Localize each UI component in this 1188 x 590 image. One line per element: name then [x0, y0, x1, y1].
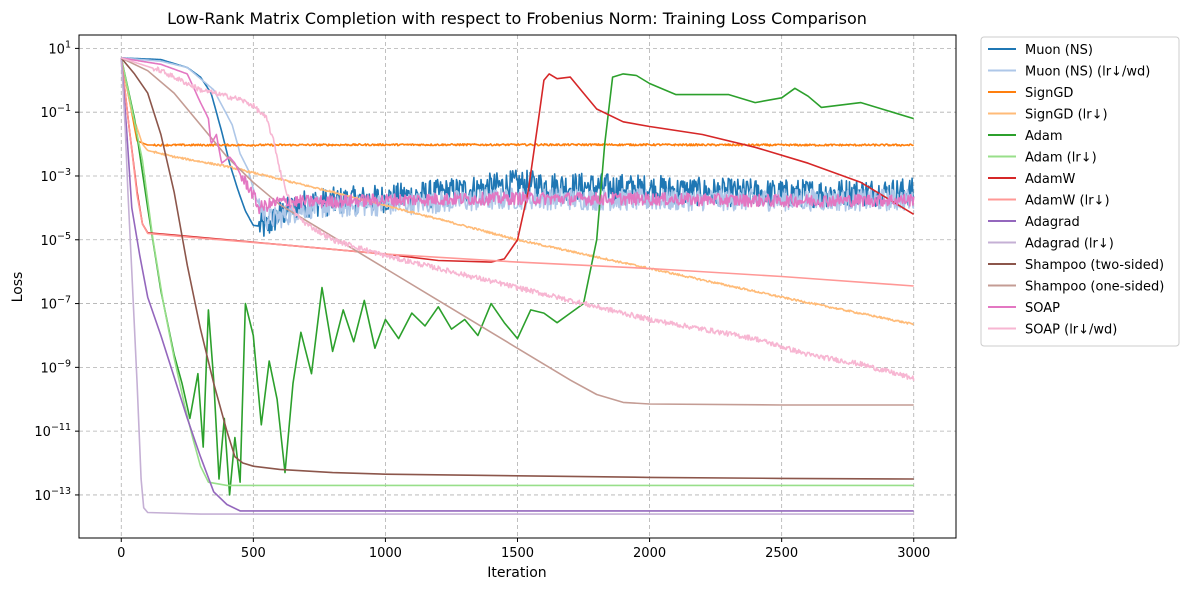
y-tick-label: 10−9 [40, 358, 71, 376]
legend-label: Muon (NS) (lr↓/wd) [1025, 65, 1150, 80]
legend-label: Adam (lr↓) [1025, 151, 1097, 166]
legend-label: AdamW [1025, 172, 1076, 187]
series-line [120, 57, 914, 480]
x-tick-label: 2000 [633, 546, 666, 561]
y-axis-label: Loss [10, 272, 26, 303]
y-tick-label: 101 [48, 39, 71, 57]
series-line [121, 57, 915, 215]
y-tick-label: 10−7 [40, 295, 71, 313]
legend-label: Muon (NS) [1025, 43, 1093, 58]
y-tick-label: 10−3 [40, 167, 71, 185]
y-tick-label: 10−13 [34, 486, 71, 504]
series-line [120, 57, 914, 287]
series-line [120, 57, 914, 487]
x-axis-label: Iteration [487, 565, 546, 581]
series-line [120, 57, 914, 147]
x-tick-label: 3000 [897, 546, 930, 561]
legend: Muon (NS) Muon (NS) (lr↓/wd) SignGD SignGD … [980, 36, 1180, 347]
ticks: 0 500 1000 1500 2000 2500 3000 101 10−1 10−3 10−5 1… [34, 39, 930, 561]
series-layer [120, 57, 915, 515]
series-line [121, 57, 915, 381]
series-line [120, 57, 914, 496]
legend-label: SOAP [1025, 301, 1060, 316]
legend-box [980, 36, 1180, 347]
x-tick-label: 500 [241, 546, 266, 561]
x-tick-label: 1000 [369, 546, 402, 561]
x-tick-label: 2500 [765, 546, 798, 561]
legend-label: Adam [1025, 129, 1063, 144]
y-tick-label: 10−5 [40, 231, 71, 249]
legend-label: SignGD [1025, 86, 1073, 101]
legend-label: SignGD (lr↓) [1025, 108, 1108, 123]
series-line [120, 57, 914, 406]
y-tick-label: 10−11 [34, 422, 71, 440]
x-tick-label: 0 [117, 546, 125, 561]
legend-label: SOAP (lr↓/wd) [1025, 323, 1117, 338]
series-line [120, 57, 914, 512]
legend-label: Adagrad (lr↓) [1025, 237, 1114, 252]
legend-label: Adagrad [1025, 215, 1080, 230]
series-line [121, 57, 915, 230]
series-line [120, 57, 914, 515]
chart-title: Low-Rank Matrix Completion with respect … [167, 9, 867, 28]
legend-label: AdamW (lr↓) [1025, 194, 1110, 209]
series-line [121, 57, 915, 237]
x-tick-label: 1500 [501, 546, 534, 561]
legend-label: Shampoo (two-sided) [1025, 258, 1164, 273]
y-tick-label: 10−1 [40, 103, 71, 121]
legend-label: Shampoo (one-sided) [1025, 280, 1164, 295]
